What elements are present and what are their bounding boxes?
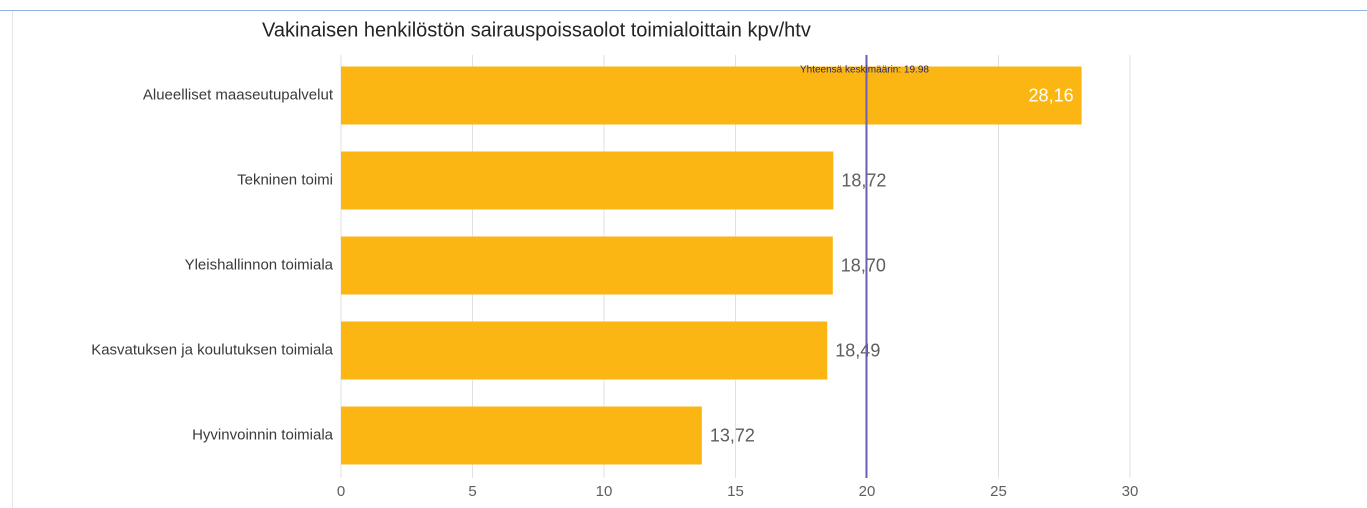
y-tick-label: Alueelliset maaseutupalvelut (143, 86, 334, 103)
value-label: 28,16 (1029, 85, 1074, 105)
bar (341, 151, 834, 210)
chart-title: Vakinaisen henkilöstön sairauspoissaolot… (262, 19, 811, 41)
bar (341, 236, 833, 295)
x-tick-label: 10 (596, 483, 613, 500)
value-label: 18,70 (841, 255, 886, 275)
value-label: 18,72 (841, 170, 886, 190)
x-tick-label: 30 (1122, 483, 1139, 500)
x-tick-label: 15 (727, 483, 744, 500)
bar (341, 66, 1082, 125)
x-tick-label: 5 (468, 483, 476, 500)
value-label: 13,72 (710, 425, 755, 445)
y-tick-label: Hyvinvoinnin toimiala (192, 426, 334, 443)
x-tick-label: 20 (859, 483, 876, 500)
bar (341, 406, 702, 465)
y-tick-label: Kasvatuksen ja koulutuksen toimiala (91, 341, 333, 358)
value-label: 18,49 (835, 340, 880, 360)
y-tick-label: Yleishallinnon toimiala (185, 256, 334, 273)
x-tick-label: 0 (337, 483, 345, 500)
bar (341, 321, 828, 380)
reference-label: Yhteensä keskimäärin: 19.98 (800, 65, 929, 76)
x-tick-label: 25 (990, 483, 1007, 500)
y-tick-label: Tekninen toimi (237, 171, 333, 188)
